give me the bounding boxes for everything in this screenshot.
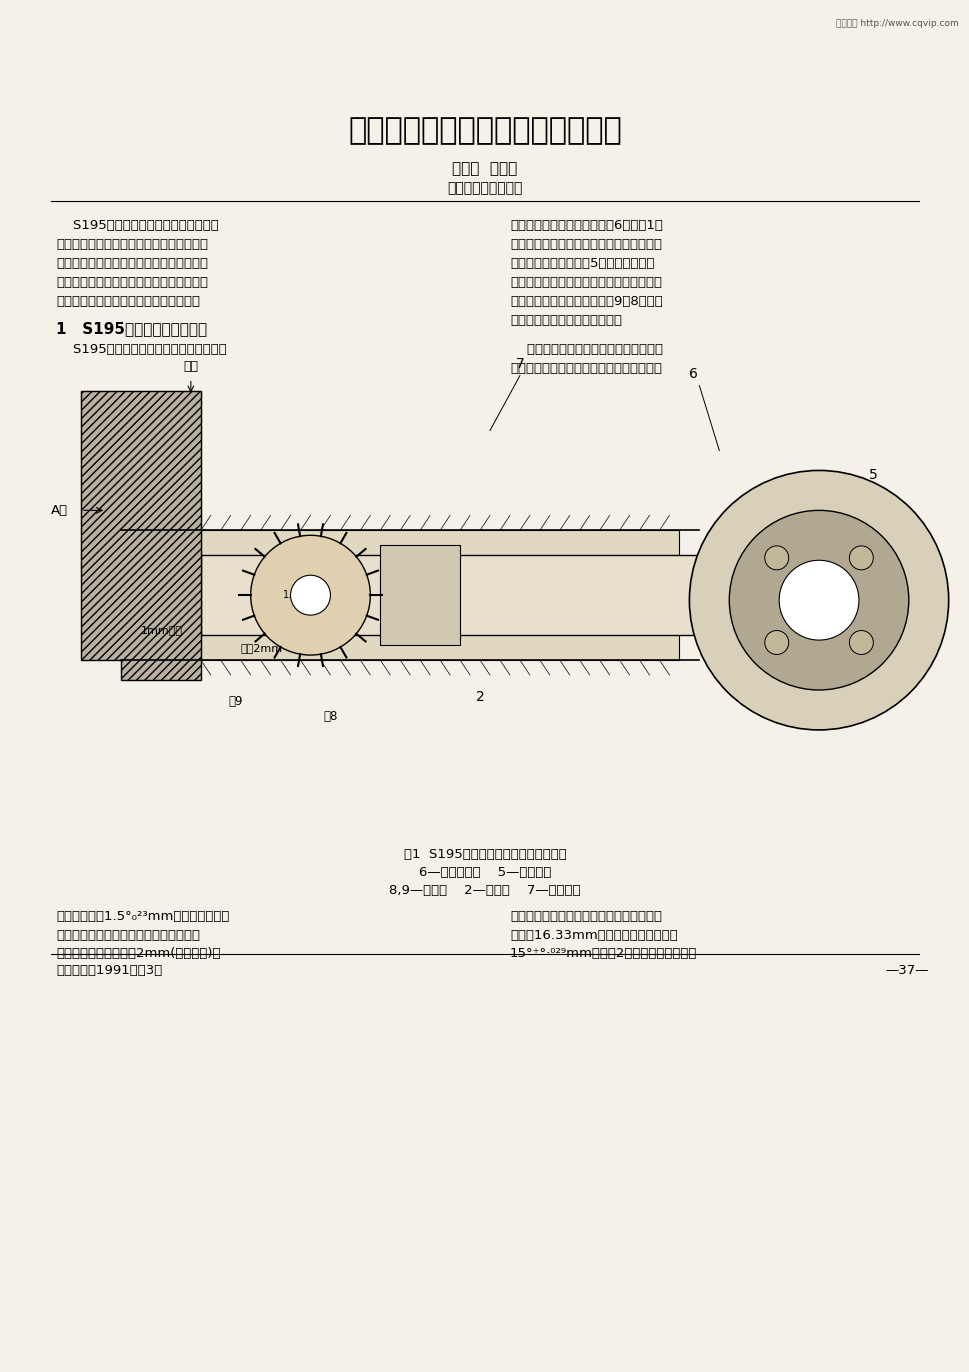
Text: S195柴油机常发生因凸轮轴轴向窜动: S195柴油机常发生因凸轮轴轴向窜动 — [56, 220, 219, 232]
Text: 周金祥  工程师: 周金祥 工程师 — [452, 161, 517, 176]
Text: 盖一端，装有一个凸轮轴齿轮6，见图1所: 盖一端，装有一个凸轮轴齿轮6，见图1所 — [510, 220, 662, 232]
Text: 轴齿轮紧靠住凸轮轴前轴套时，凸轮轴与泵: 轴齿轮紧靠住凸轮轴前轴套时，凸轮轴与泵 — [510, 362, 661, 375]
Text: 1   S195柴油机凸轮轴端结构: 1 S195柴油机凸轮轴端结构 — [56, 321, 207, 336]
Bar — [201, 556, 699, 635]
Text: 图纸设计计算，在左右位置上，当凸轮: 图纸设计计算，在左右位置上，当凸轮 — [510, 343, 662, 355]
Text: 7: 7 — [515, 357, 523, 370]
Text: 油扳手轴向有1.5°₀²³mm的间隙，当凸轮: 油扳手轴向有1.5°₀²³mm的间隙，当凸轮 — [56, 910, 230, 922]
Text: 《柴油机》1991年第3期: 《柴油机》1991年第3期 — [56, 965, 163, 977]
Text: 在高度位置上，凸轮轴中心线距泵油扳手轴: 在高度位置上，凸轮轴中心线距泵油扳手轴 — [510, 910, 661, 922]
Text: 1.5: 1.5 — [283, 590, 297, 600]
Circle shape — [764, 631, 788, 654]
Text: 重叠2mm: 重叠2mm — [240, 643, 283, 653]
Text: 绍了造成凸轮轴窜动的试验，由此提出改进: 绍了造成凸轮轴窜动的试验，由此提出改进 — [56, 257, 208, 270]
Text: 齿轮紧靠凸轮轴前轴套5。凸轮轴端为燃: 齿轮紧靠凸轮轴前轴套5。凸轮轴端为燃 — [510, 257, 654, 270]
Polygon shape — [201, 531, 678, 660]
Text: 示。凸轮轴齿轮与调速齿轮相啮合，凸轮轴: 示。凸轮轴齿轮与调速齿轮相啮合，凸轮轴 — [510, 237, 661, 251]
Text: 6: 6 — [689, 366, 698, 380]
Text: 轴外窜到凸轮轴齿轮紧靠住泵体时，凸轮: 轴外窜到凸轮轴齿轮紧靠住泵体时，凸轮 — [56, 929, 200, 941]
Text: 1mm垫片: 1mm垫片 — [141, 626, 183, 635]
Text: 向定位及轴向间隙的调整作用。: 向定位及轴向间隙的调整作用。 — [510, 314, 621, 327]
Text: 油泵凸轮，凸轮上方紧装燃油泵滚轮。在凸: 油泵凸轮，凸轮上方紧装燃油泵滚轮。在凸 — [510, 276, 661, 289]
Text: 而使齿轮室盖在泵油扳手座处破裂。本文介: 而使齿轮室盖在泵油扳手座处破裂。本文介 — [56, 237, 208, 251]
Text: 5: 5 — [868, 468, 877, 483]
Text: 设计和提高制造精度的依据，并告诫用户为: 设计和提高制造精度的依据，并告诫用户为 — [56, 276, 208, 289]
Circle shape — [729, 510, 908, 690]
Bar — [380, 545, 459, 645]
Text: 轴端面与泵油扳手重叠2mm(不计公差)。: 轴端面与泵油扳手重叠2mm(不计公差)。 — [56, 948, 221, 960]
Text: 2: 2 — [475, 690, 484, 704]
Circle shape — [689, 471, 948, 730]
Text: 轴8: 轴8 — [323, 709, 337, 723]
Text: 维客资讯 http://www.cqvip.com: 维客资讯 http://www.cqvip.com — [835, 19, 957, 29]
Circle shape — [778, 560, 858, 641]
Text: 防止事故发生，应采取必要的预防措施。: 防止事故发生，应采取必要的预防措施。 — [56, 295, 200, 307]
Text: 6—凸轮轴齿轮    5—凸轮轴套: 6—凸轮轴齿轮 5—凸轮轴套 — [419, 866, 550, 878]
Circle shape — [764, 546, 788, 569]
Text: 8,9—扳手轴    2—凸轮轴    7—油泵总成: 8,9—扳手轴 2—凸轮轴 7—油泵总成 — [389, 884, 580, 896]
Text: S195柴油机凸轮轴装入机体后，在齿轮: S195柴油机凸轮轴装入机体后，在齿轮 — [56, 343, 227, 355]
Circle shape — [849, 631, 872, 654]
Text: 凸轮轴窜动和齿轮室盖破裂的研究: 凸轮轴窜动和齿轮室盖破裂的研究 — [348, 117, 621, 145]
Text: （无锡县柴油机厂）: （无锡县柴油机厂） — [447, 181, 522, 195]
Circle shape — [291, 575, 330, 615]
Circle shape — [250, 535, 370, 654]
Text: 轮轴轴端对面有泵油扳手轴座9及8，起轴: 轮轴轴端对面有泵油扳手轴座9及8，起轴 — [510, 295, 662, 307]
Text: 图1  S195柴油机齿盖油泵扳手轴座结构: 图1 S195柴油机齿盖油泵扳手轴座结构 — [403, 848, 566, 860]
Text: —37—: —37— — [885, 965, 927, 977]
Polygon shape — [81, 391, 201, 681]
Text: A向: A向 — [51, 504, 68, 517]
Bar — [81, 391, 201, 571]
Text: 中心线16.33mm。凸轮轴的基圆半径为: 中心线16.33mm。凸轮轴的基圆半径为 — [510, 929, 677, 941]
Text: 齿盖: 齿盖 — [183, 359, 198, 373]
Text: 座9: 座9 — [229, 696, 242, 708]
Circle shape — [849, 546, 872, 569]
Text: 15°⁺°·⁰²⁹mm，见图2所示。当凸轮轴凸起: 15°⁺°·⁰²⁹mm，见图2所示。当凸轮轴凸起 — [510, 948, 697, 960]
